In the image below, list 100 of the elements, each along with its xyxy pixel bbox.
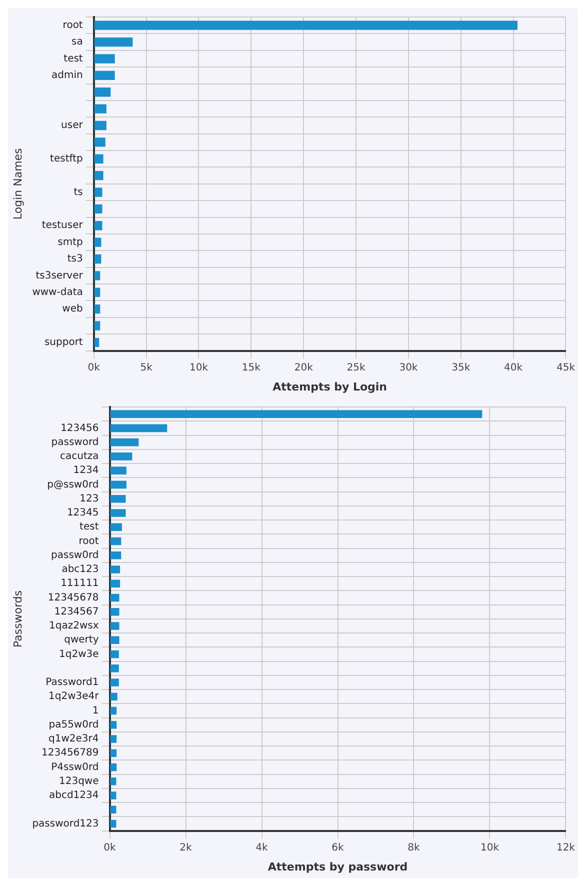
x-tick-label: 0k	[104, 842, 116, 854]
y-tick-label: user	[61, 120, 84, 132]
bar	[110, 792, 116, 800]
x-axis-title: Attempts by Login	[272, 380, 387, 394]
x-tick-label: 4k	[256, 842, 268, 854]
x-tick-label: 10k	[189, 362, 208, 374]
x-tick-label: 45k	[556, 362, 576, 374]
bar	[110, 763, 117, 772]
x-tick-label: 40k	[504, 362, 523, 374]
bar	[110, 735, 117, 743]
y-tick-label: abcd1234	[48, 790, 99, 802]
x-tick-label: 30k	[399, 362, 418, 374]
y-tick-label: 1	[92, 705, 99, 716]
x-tick-label: 10k	[480, 842, 500, 854]
x-tick-label: 20k	[294, 362, 314, 374]
bar	[94, 188, 102, 197]
y-tick-label: smtp	[58, 236, 83, 248]
x-axis-title: Attempts by password	[268, 860, 408, 874]
bar	[110, 537, 122, 546]
y-tick-label: ts3	[67, 254, 83, 265]
y-tick-label: testuser	[42, 220, 84, 232]
y-tick-label: 1q2w3e4r	[48, 691, 100, 702]
x-tick-label: 6k	[332, 842, 344, 854]
x-tick-label: 25k	[346, 362, 366, 374]
bar	[94, 254, 102, 264]
bar	[110, 806, 116, 814]
bar	[94, 154, 104, 164]
x-tick-label: 35k	[452, 362, 470, 374]
y-tick-label: 123qwe	[58, 776, 99, 787]
bar	[110, 566, 120, 574]
bar	[110, 692, 118, 700]
bar	[110, 551, 122, 560]
bar	[94, 70, 115, 80]
y-tick-label: cacutza	[60, 451, 99, 462]
bar	[94, 104, 106, 114]
y-tick-label: 1qaz2wsx	[48, 620, 99, 632]
bar	[94, 338, 100, 348]
x-tick-label: 15k	[242, 362, 261, 374]
bar	[110, 622, 120, 630]
y-tick-label: 12345	[66, 508, 99, 519]
bar	[94, 304, 100, 314]
y-tick-label: 12345678	[48, 592, 99, 604]
y-tick-label: 1234	[73, 465, 99, 476]
y-tick-label: q1w2e3r4	[48, 734, 99, 745]
bar	[94, 238, 102, 247]
y-tick-label: 1q2w3e	[58, 648, 99, 660]
bar	[94, 138, 106, 147]
y-tick-label: web	[62, 304, 83, 315]
y-tick-label: abc123	[62, 564, 99, 576]
y-tick-label: root	[78, 536, 99, 547]
y-tick-label: 123	[80, 493, 99, 504]
bar	[94, 37, 133, 47]
y-tick-label: admin	[52, 70, 83, 82]
y-tick-label: passw0rd	[51, 550, 99, 561]
x-tick-label: 12k	[556, 842, 576, 854]
bar	[110, 650, 119, 658]
bar	[110, 580, 120, 588]
y-tick-label: test	[80, 522, 99, 533]
bar	[94, 120, 106, 130]
y-tick-label: 1234567	[54, 606, 99, 618]
y-tick-label: testftp	[50, 153, 83, 164]
bar	[110, 636, 120, 644]
bar	[110, 749, 117, 757]
bar	[110, 438, 139, 446]
bar	[110, 466, 126, 474]
y-tick-label: password123	[32, 818, 99, 830]
bar	[94, 271, 100, 280]
bar	[110, 664, 119, 672]
bar	[94, 54, 115, 64]
bar	[110, 706, 117, 715]
bar	[94, 288, 100, 297]
y-tick-label: password	[51, 436, 99, 448]
y-tick-label: 123456789	[41, 748, 99, 759]
y-tick-label: ts3server	[36, 270, 84, 282]
y-tick-label: support	[44, 337, 83, 348]
bar	[94, 321, 100, 330]
bar	[110, 720, 117, 729]
bar	[94, 204, 102, 214]
y-axis-title: Login Names	[11, 148, 24, 220]
bar	[94, 20, 518, 30]
x-tick-label: 8k	[408, 842, 420, 854]
bar	[94, 88, 111, 97]
y-tick-label: p@ssw0rd	[47, 479, 99, 490]
y-tick-label: 111111	[60, 578, 99, 590]
x-tick-label: 5k	[140, 362, 153, 374]
y-tick-label: Password1	[46, 677, 99, 688]
bar	[110, 608, 120, 616]
bar	[110, 410, 482, 418]
bar	[110, 452, 132, 460]
bar	[110, 424, 168, 432]
y-tick-label: ts	[74, 186, 83, 198]
bar	[110, 494, 126, 503]
y-tick-label: root	[62, 20, 83, 31]
y-tick-label: P4ssw0rd	[51, 762, 99, 773]
y-tick-label: 123456	[60, 422, 99, 434]
bar	[94, 170, 104, 180]
x-tick-label: 0k	[88, 362, 100, 374]
x-tick-label: 2k	[180, 842, 192, 854]
bar	[94, 221, 102, 230]
y-tick-label: qwerty	[64, 634, 99, 646]
